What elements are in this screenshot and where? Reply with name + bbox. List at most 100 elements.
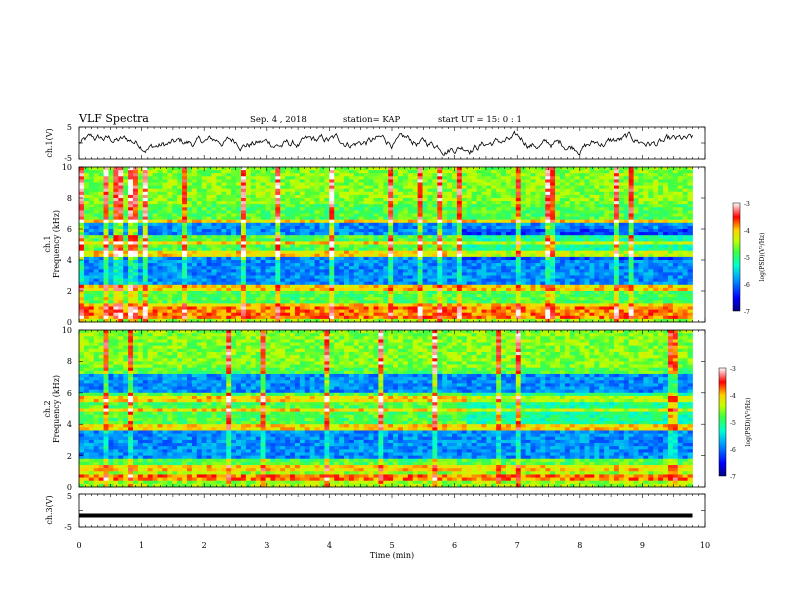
spectrogram-cell: [113, 185, 119, 190]
spectrogram-cell: [221, 269, 227, 273]
spectrogram-cell: [496, 225, 502, 230]
spectrogram-cell: [358, 253, 365, 258]
spectrogram-cell: [618, 201, 625, 205]
spectrogram-cell: [486, 266, 492, 270]
spectrogram-cell: [432, 247, 438, 252]
spectrogram-cell: [290, 191, 296, 196]
spectrogram-cell: [520, 207, 527, 211]
spectrogram-cell: [417, 173, 423, 177]
spectrogram-cell: [594, 188, 600, 193]
spectrogram-cell: [290, 170, 296, 174]
spectrogram-cell: [515, 229, 522, 233]
spectrogram-cell: [417, 194, 423, 199]
spectrogram-cell: [314, 244, 320, 248]
spectrogram-cell: [206, 167, 212, 171]
spectrogram-cell: [294, 260, 301, 264]
spectrogram-cell: [456, 232, 463, 236]
spectrogram-cell: [339, 201, 345, 205]
spectrogram-cell: [344, 179, 350, 183]
spectrogram-cell: [432, 216, 438, 221]
spectrogram-cell: [520, 170, 527, 174]
spectrogram-cell: [422, 253, 428, 258]
spectrogram-cell: [240, 201, 247, 205]
spectrogram-cell: [677, 173, 684, 177]
spectrogram-cell: [128, 275, 134, 279]
spectrogram-cell: [530, 207, 536, 211]
spectrogram-cell: [417, 266, 423, 270]
spectrogram-cell: [334, 272, 340, 276]
spectrogram-cell: [231, 244, 237, 248]
spectrogram-cell: [432, 281, 438, 286]
spectrogram-cell: [123, 216, 129, 221]
spectrogram-cell: [245, 244, 252, 248]
spectrogram-cell: [211, 253, 217, 258]
spectrogram-cell: [594, 269, 600, 273]
spectrogram-cell: [501, 253, 507, 258]
spectrogram-cell: [559, 269, 566, 273]
spectrogram-cell: [344, 198, 350, 202]
spectrogram-cell: [206, 229, 212, 233]
spectrogram-cell: [633, 188, 639, 193]
spectrogram-cell: [407, 275, 414, 279]
spectrogram-cell: [348, 167, 355, 171]
spectrogram-cell: [663, 241, 669, 245]
spectrogram-cell: [314, 219, 320, 224]
spectrogram-cell: [206, 284, 212, 289]
spectrogram-cell: [447, 247, 453, 252]
spectrogram-cell: [309, 216, 315, 221]
spectrogram-cell: [147, 247, 154, 252]
spectrogram-cell: [309, 238, 315, 242]
spectrogram-cell: [260, 210, 266, 214]
spectrogram-cell: [137, 194, 144, 199]
spectrogram-cell: [481, 281, 487, 286]
spectrogram-cell: [152, 182, 158, 186]
spectrogram-cell: [275, 179, 281, 183]
spectrogram-cell: [191, 272, 198, 276]
spectrogram-cell: [618, 272, 625, 276]
spectrogram-cell: [628, 198, 634, 202]
spectrogram-cell: [383, 253, 389, 258]
spectrogram-cell: [245, 225, 252, 230]
spectrogram-cell: [177, 198, 183, 202]
spectrogram-cell: [687, 173, 693, 177]
spectrogram-cell: [137, 260, 144, 264]
spectrogram-cell: [226, 229, 232, 233]
spectrogram-cell: [432, 207, 438, 211]
spectrogram-cell: [221, 253, 227, 258]
spectrogram-cell: [427, 179, 433, 183]
spectrogram-cell: [152, 176, 158, 180]
spectrogram-cell: [216, 176, 222, 180]
spectrogram-cell: [147, 229, 154, 233]
spectrogram-cell: [412, 278, 419, 283]
spectrogram-cell: [270, 269, 276, 273]
spectrogram-cell: [334, 179, 340, 183]
spectrogram-cell: [314, 207, 320, 211]
spectrogram-cell: [623, 219, 630, 224]
spectrogram-cell: [260, 244, 266, 248]
spectrogram-cell: [339, 225, 345, 230]
spectrogram-cell: [677, 256, 684, 261]
spectrogram-cell: [152, 260, 158, 264]
spectrogram-cell: [432, 219, 438, 224]
spectrogram-cell: [270, 176, 276, 180]
spectrogram-cell: [172, 241, 178, 245]
spectrogram-cell: [461, 182, 468, 186]
spectrogram-cell: [363, 210, 369, 214]
spectrogram-cell: [530, 182, 536, 186]
spectrogram-cell: [677, 179, 684, 183]
spectrogram-cell: [113, 260, 119, 264]
spectrogram-cell: [186, 167, 193, 171]
spectrogram-cell: [496, 278, 502, 283]
spectrogram-cell: [339, 247, 345, 252]
spectrogram-cell: [471, 275, 477, 279]
spectrogram-cell: [236, 213, 242, 217]
spectrogram-cell: [486, 275, 492, 279]
spectrogram-cell: [93, 198, 100, 202]
spectrogram-cell: [245, 250, 252, 255]
spectrogram-cell: [461, 219, 468, 224]
spectrogram-cell: [667, 176, 674, 180]
spectrogram-cell: [667, 235, 674, 239]
spectrogram-cell: [118, 213, 124, 217]
spectrogram-cell: [422, 235, 428, 239]
spectrogram-cell: [265, 198, 271, 202]
